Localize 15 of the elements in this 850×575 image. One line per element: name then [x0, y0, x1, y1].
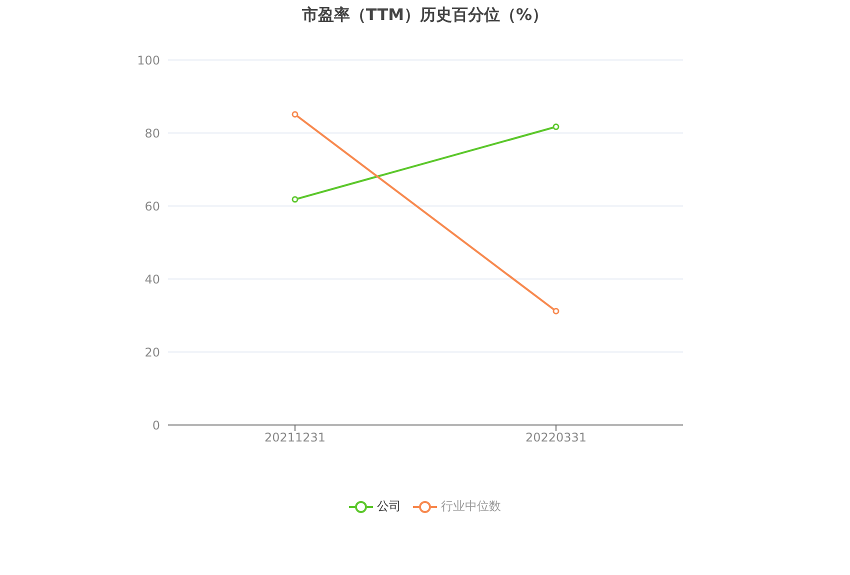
y-tick-label: 40	[144, 272, 160, 286]
y-tick-label: 20	[144, 345, 160, 360]
point	[552, 308, 560, 314]
chart-title: 市盈率（TTM）历史百分位（%）	[300, 5, 550, 26]
x-tick-label: 20211231	[264, 430, 326, 445]
y-tick-label: 0	[152, 418, 160, 432]
x-tick-label: 20220331	[525, 430, 587, 445]
legend-label: 行业中位数	[441, 498, 501, 515]
point	[552, 124, 560, 130]
legend-label: 公司	[377, 498, 401, 515]
point	[292, 196, 298, 203]
y-tick-label: 80	[144, 126, 160, 140]
y-tick-label: 100	[137, 53, 160, 68]
point	[292, 111, 298, 118]
y-tick-label: 60	[144, 199, 160, 214]
